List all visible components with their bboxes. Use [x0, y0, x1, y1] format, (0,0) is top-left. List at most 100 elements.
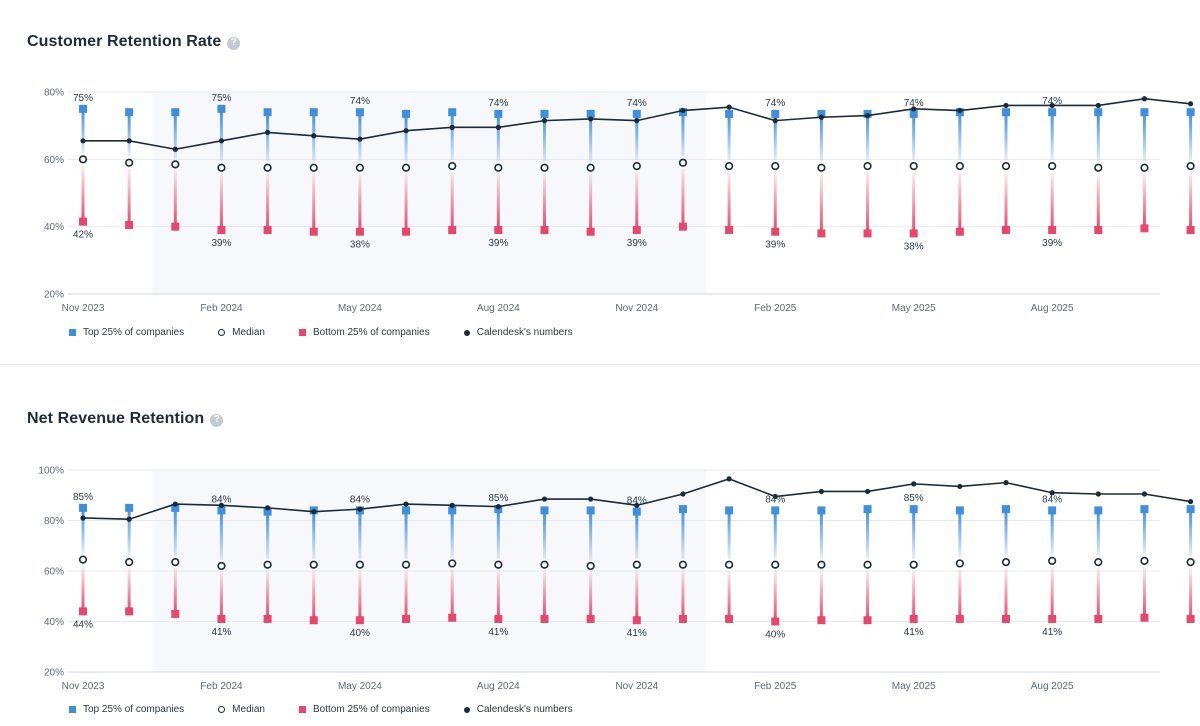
legend-item-top[interactable]: Top 25% of companies [69, 704, 184, 715]
legend-item-median[interactable]: Median [218, 704, 265, 715]
bottom-quartile-point [125, 220, 134, 229]
top-quartile-point [494, 109, 503, 118]
top-range-bar [404, 510, 408, 559]
bottom-range-bar [358, 570, 362, 621]
data-label: 85% [73, 492, 93, 503]
median-point [955, 161, 964, 171]
top-quartile-point [1140, 505, 1149, 514]
x-tick-label: Feb 2025 [754, 303, 797, 314]
data-label: 41% [488, 627, 508, 638]
bottom-quartile-point [725, 226, 734, 235]
bottom-range-bar [589, 173, 593, 232]
bottom-quartile-point [1002, 614, 1010, 623]
data-label: 39% [627, 238, 647, 249]
calendesk-point [818, 488, 825, 495]
bottom-quartile-point [263, 226, 272, 235]
data-label: 40% [765, 630, 785, 641]
top-range-bar [958, 510, 962, 558]
legend-item-median[interactable]: Median [218, 327, 265, 338]
median-point [863, 560, 872, 569]
calendesk-point [403, 128, 409, 134]
bottom-range-bar [173, 170, 177, 227]
top-range-bar [1050, 112, 1054, 161]
data-label: 84% [211, 494, 231, 505]
bottom-quartile-point [79, 607, 87, 616]
median-point [448, 161, 457, 171]
bottom-range-bar [589, 571, 593, 619]
top-quartile-point [586, 109, 595, 118]
legend-item-bottom[interactable]: Bottom 25% of companies [298, 704, 430, 715]
median-point [1048, 556, 1057, 565]
bottom-quartile-point [955, 227, 964, 236]
bottom-quartile-point [1140, 224, 1149, 233]
median-point [586, 163, 595, 172]
calendesk-point [357, 506, 363, 512]
calendesk-point [1141, 96, 1148, 102]
bottom-quartile-point [725, 614, 734, 623]
bottom-range-bar [681, 570, 685, 619]
crr-legend: Top 25% of companies Median Bottom 25% o… [69, 327, 607, 338]
median-point [1001, 161, 1011, 171]
calendesk-point [726, 476, 732, 482]
top-range-bar [450, 510, 454, 558]
legend-item-top[interactable]: Top 25% of companies [69, 327, 184, 338]
median-point [817, 163, 826, 172]
bottom-range-bar [404, 173, 408, 232]
median-point [217, 163, 226, 172]
top-quartile-point [632, 109, 641, 118]
calendesk-point [864, 488, 871, 495]
help-icon[interactable]: ? [210, 413, 224, 427]
bottom-quartile-point [125, 607, 134, 616]
top-range-bar [543, 113, 546, 162]
top-range-bar [912, 113, 916, 161]
bottom-range-bar [1004, 172, 1008, 231]
calendesk-point [1188, 101, 1194, 107]
data-label: 38% [904, 241, 924, 252]
bottom-quartile-point [909, 614, 918, 623]
x-tick-label: Aug 2024 [477, 681, 520, 692]
bottom-quartile-point [494, 226, 503, 235]
top-quartile-point [263, 108, 272, 117]
top-range-bar [635, 511, 639, 559]
legend-square-red-icon [298, 706, 306, 713]
x-tick-label: Aug 2024 [477, 303, 520, 314]
bottom-quartile-point [402, 614, 411, 623]
calendesk-point [818, 114, 825, 120]
legend-item-calendesk[interactable]: Calendesk's numbers [463, 327, 573, 338]
data-label: 74% [765, 98, 785, 109]
nrr-chart: 20% 40% 60% 80% 100% Nov 2023 Feb 2024 May 2024… [38, 466, 1195, 692]
median-point [909, 161, 918, 171]
help-icon[interactable]: ? [227, 36, 241, 50]
calendesk-point [541, 118, 548, 124]
legend-item-calendesk[interactable]: Calendesk's numbers [463, 704, 573, 715]
bottom-range-bar [1004, 568, 1008, 619]
top-quartile-point [1186, 505, 1195, 514]
top-quartile-point [1048, 108, 1057, 117]
bottom-quartile-point [863, 229, 872, 238]
crr-chart: 20% 40% 60% 80% Nov 2023 Feb 2024 May 2024 Aug … [44, 88, 1195, 314]
top-quartile-point [263, 507, 272, 516]
top-quartile-point [955, 506, 964, 515]
top-range-bar [1050, 510, 1054, 555]
data-label: 38% [350, 240, 370, 251]
bottom-quartile-point [1094, 614, 1103, 623]
legend-label: Calendesk's numbers [476, 327, 573, 338]
data-label: 39% [211, 238, 231, 249]
bottom-range-bar [727, 172, 731, 231]
top-range-bar [681, 509, 685, 559]
bottom-quartile-point [263, 614, 272, 623]
bottom-quartile-point [817, 229, 826, 238]
bottom-range-bar [358, 173, 362, 232]
top-range-bar [404, 113, 408, 162]
legend-label: Calendesk's numbers [476, 704, 573, 715]
data-label: 39% [488, 238, 508, 249]
legend-item-bottom[interactable]: Bottom 25% of companies [298, 327, 430, 338]
calendesk-point [957, 483, 963, 490]
legend-square-blue-icon [69, 329, 76, 336]
data-label: 84% [1042, 494, 1062, 505]
median-point [494, 560, 503, 569]
bottom-range-bar [496, 173, 500, 231]
calendesk-point [80, 138, 86, 144]
x-tick-label: May 2024 [338, 303, 382, 314]
top-quartile-point [1094, 108, 1103, 117]
